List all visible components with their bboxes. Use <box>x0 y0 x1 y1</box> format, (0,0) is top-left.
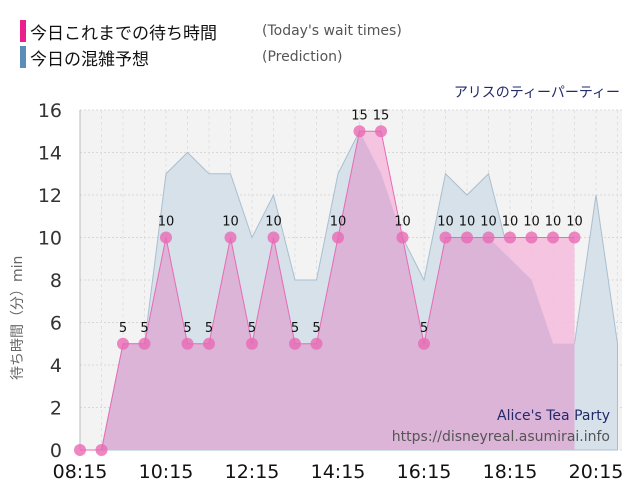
data-point[interactable]: 5 <box>310 321 323 350</box>
data-point-label: 10 <box>545 215 562 230</box>
data-point-label: 5 <box>420 321 428 336</box>
data-point[interactable]: 10 <box>523 215 540 244</box>
legend-sub-prediction: (Prediction) <box>262 49 343 65</box>
x-axis-ticks: 08:15 10:15 12:15 14:15 16:15 18:15 20:15 <box>53 461 624 483</box>
data-point[interactable]: 5 <box>181 321 194 350</box>
data-point[interactable]: 10 <box>459 215 476 244</box>
data-point-label: 10 <box>158 215 175 230</box>
data-point-label: 10 <box>523 215 540 230</box>
y-tick-label: 16 <box>38 100 62 122</box>
data-point[interactable] <box>74 444 86 456</box>
x-tick-label: 12:15 <box>225 461 280 483</box>
data-point-label: 5 <box>140 321 148 336</box>
data-point[interactable] <box>95 444 108 456</box>
legend-sub-actual: (Today's wait times) <box>262 23 402 39</box>
data-point-label: 10 <box>502 215 519 230</box>
data-point[interactable]: 10 <box>480 215 497 244</box>
data-point-label: 10 <box>480 215 497 230</box>
legend-item-prediction: 今日の混雑予想 (Prediction) <box>20 44 402 70</box>
x-tick-label: 08:15 <box>53 461 108 483</box>
data-point-label: 15 <box>351 108 368 123</box>
data-point-label: 5 <box>291 321 299 336</box>
y-tick-label: 10 <box>38 228 62 250</box>
legend-label-prediction: 今日の混雑予想 <box>30 49 149 70</box>
legend-label-actual: 今日これまでの待ち時間 <box>30 23 217 44</box>
watermark-url: https://disneyreal.asumirai.info <box>392 429 610 445</box>
data-point-label: 5 <box>312 321 320 336</box>
data-point[interactable]: 5 <box>203 321 215 350</box>
watermark-name: Alice's Tea Party <box>497 408 610 424</box>
y-tick-label: 12 <box>38 185 62 207</box>
x-tick-label: 14:15 <box>311 461 366 483</box>
legend-item-actual: 今日これまでの待ち時間 (Today's wait times) <box>20 18 402 44</box>
data-point-label: 5 <box>183 321 191 336</box>
legend-swatch-prediction <box>20 46 26 68</box>
data-point[interactable]: 10 <box>545 215 562 244</box>
data-point-label: 10 <box>265 215 282 230</box>
y-tick-label: 4 <box>50 355 62 377</box>
data-point[interactable]: 10 <box>437 215 454 244</box>
data-point[interactable]: 10 <box>502 215 519 244</box>
data-point[interactable]: 5 <box>117 321 129 350</box>
x-tick-label: 20:15 <box>569 461 624 483</box>
y-tick-label: 8 <box>50 270 62 292</box>
attraction-title: アリスのティーパーティー <box>453 85 620 101</box>
data-point[interactable]: 15 <box>373 108 390 138</box>
data-point[interactable]: 10 <box>265 215 282 244</box>
legend-swatch-actual <box>20 20 26 42</box>
data-point-label: 5 <box>119 321 127 336</box>
y-tick-label: 6 <box>50 313 62 335</box>
data-point[interactable]: 5 <box>418 321 430 350</box>
y-axis-ticks: 0 2 4 6 8 10 12 14 16 <box>38 100 62 462</box>
data-point-label: 5 <box>248 321 256 336</box>
data-point-label: 10 <box>222 215 239 230</box>
data-point[interactable]: 5 <box>289 321 301 350</box>
data-point-label: 10 <box>437 215 454 230</box>
x-tick-label: 16:15 <box>397 461 452 483</box>
chart-legend: 今日これまでの待ち時間 (Today's wait times) 今日の混雑予想… <box>20 18 402 70</box>
x-tick-label: 18:15 <box>483 461 538 483</box>
data-point[interactable]: 10 <box>158 215 175 244</box>
y-axis-title: 待ち時間（分）min <box>10 256 26 380</box>
data-point-label: 10 <box>330 215 347 230</box>
data-point[interactable]: 10 <box>394 215 411 244</box>
data-point-label: 10 <box>566 215 583 230</box>
data-point-label: 15 <box>373 108 390 123</box>
data-point-label: 10 <box>394 215 411 230</box>
y-tick-label: 0 <box>50 440 62 462</box>
data-point[interactable]: 10 <box>566 215 583 244</box>
x-tick-label: 10:15 <box>139 461 194 483</box>
data-point[interactable]: 5 <box>138 321 151 350</box>
data-point-label: 5 <box>205 321 213 336</box>
y-tick-label: 2 <box>50 398 62 420</box>
data-point[interactable]: 10 <box>222 215 239 244</box>
data-point-label: 10 <box>459 215 476 230</box>
data-point[interactable]: 5 <box>246 321 258 350</box>
y-tick-label: 14 <box>38 143 62 165</box>
data-point[interactable]: 10 <box>330 215 347 244</box>
data-point[interactable]: 15 <box>351 108 368 138</box>
